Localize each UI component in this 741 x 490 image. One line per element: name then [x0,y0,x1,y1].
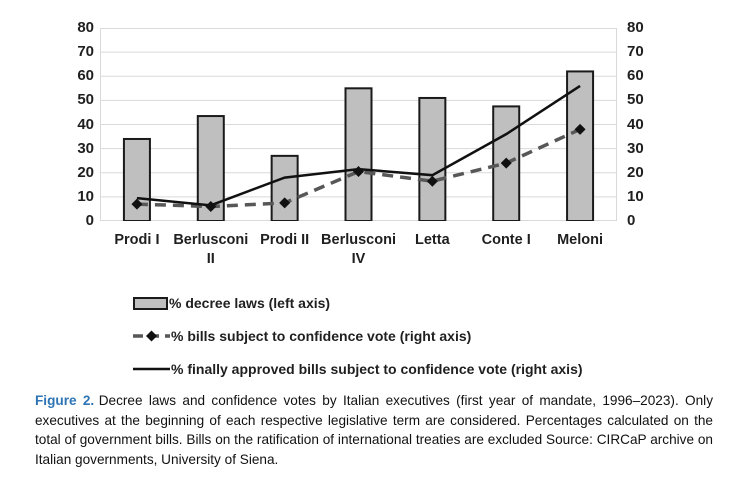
left-y-tick-label: 50 [77,91,94,109]
right-y-tick-label: 60 [627,67,644,85]
category-label: Berlusconi IV [321,232,396,267]
category-label: Conte I [481,232,531,248]
chart-plot-area [100,28,617,221]
bar-Prodi II [270,154,299,221]
left-y-tick-label: 30 [77,139,94,157]
solid-line-series [136,84,581,207]
legend-swatch-bar-icon [133,296,168,310]
legend-item: % finally approved bills subject to conf… [133,361,583,377]
left-y-tick-label: 80 [77,19,94,36]
right-y-tick-label: 0 [627,212,636,229]
right-y-tick-label: 70 [627,43,644,61]
legend-item-label: % bills subject to confidence vote (righ… [171,328,472,344]
category-label: Letta [415,232,450,248]
diamond-marker [131,198,143,210]
left-y-tick-label: 0 [85,212,94,229]
right-y-tick-label: 10 [627,187,644,205]
diamond-marker [279,197,291,209]
right-y-tick-label: 50 [627,91,644,109]
category-label: Prodi II [260,232,310,248]
legend-swatch-dashed-line-icon [133,330,170,342]
right-y-tick-label: 80 [627,19,644,36]
legend-item-label: % decree laws (left axis) [169,295,331,311]
bar-Meloni [566,70,595,221]
right-y-tick-label: 30 [627,139,644,157]
diamond-marker [500,157,512,169]
left-y-tick-label: 70 [77,43,94,61]
figure-caption-text: Decree laws and confidence votes by Ital… [35,393,714,467]
category-label: Berlusconi II [173,232,249,267]
legend-swatch-solid-line-icon [133,367,170,371]
figure-caption-label: Figure 2. [35,393,95,408]
category-label: Meloni [557,232,604,248]
diamond-marker [426,175,438,187]
diamond-marker [574,123,586,135]
figure-caption: Figure 2. Decree laws and confidence vote… [35,391,713,469]
bar-Letta [418,96,447,221]
left-y-tick-label: 40 [77,115,94,133]
legend-item-label: % finally approved bills subject to conf… [171,361,583,377]
left-y-tick-label: 10 [77,187,94,205]
left-y-tick-label: 60 [77,67,94,85]
legend-item: % decree laws (left axis) [133,295,330,311]
right-y-tick-label: 20 [627,163,644,181]
right-y-tick-label: 40 [627,115,644,133]
category-label: Prodi I [114,232,160,248]
legend-item: % bills subject to confidence vote (righ… [133,328,471,344]
bar-Berlusconi [344,87,373,221]
left-y-tick-label: 20 [77,163,94,181]
